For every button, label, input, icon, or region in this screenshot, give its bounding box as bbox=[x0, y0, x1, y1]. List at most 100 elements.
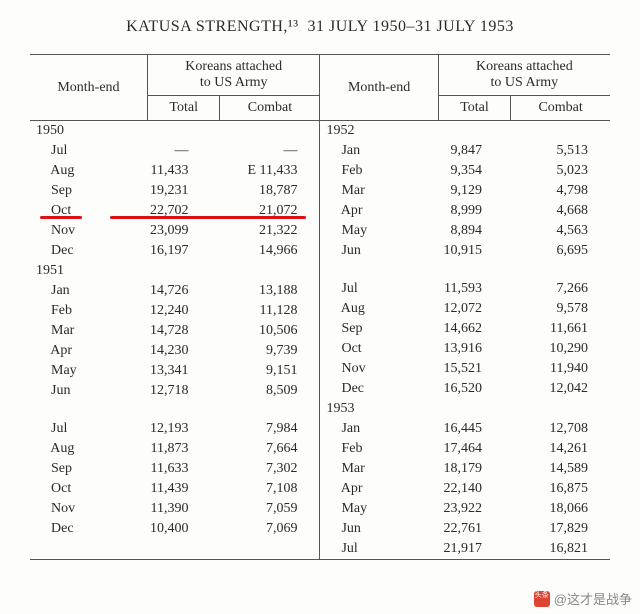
cell-total: 23,099 bbox=[112, 221, 210, 241]
cell-month: Sep bbox=[320, 319, 404, 339]
cell-month: May bbox=[320, 221, 404, 241]
cell-combat: 4,563 bbox=[504, 221, 610, 241]
year-label: 1952 bbox=[320, 121, 610, 141]
left-column-body: 1950 Jul—— Aug11,433E 11,433 Sep19,23118… bbox=[30, 121, 319, 539]
cell-month: Aug bbox=[320, 299, 404, 319]
data-row: Dec16,52012,042 bbox=[320, 379, 610, 399]
data-row: Jan16,44512,708 bbox=[320, 419, 610, 439]
spacer-row bbox=[320, 261, 610, 279]
cell-total: 16,445 bbox=[404, 419, 504, 439]
cell-combat: 21,322 bbox=[210, 221, 319, 241]
cell-total: 22,140 bbox=[404, 479, 504, 499]
cell-month: Jan bbox=[320, 141, 404, 161]
cell-total: 22,761 bbox=[404, 519, 504, 539]
cell-month: Jul bbox=[30, 419, 112, 439]
cell-total: 10,915 bbox=[404, 241, 504, 261]
data-row: Nov15,52111,940 bbox=[320, 359, 610, 379]
cell-month: Sep bbox=[30, 459, 112, 479]
data-row: Feb12,24011,128 bbox=[30, 301, 319, 321]
cell-total: 11,633 bbox=[112, 459, 210, 479]
data-row: Dec10,4007,069 bbox=[30, 519, 319, 539]
cell-month: Mar bbox=[320, 459, 404, 479]
cell-total: 11,873 bbox=[112, 439, 210, 459]
cell-combat: 11,940 bbox=[504, 359, 610, 379]
hdr-month-end-right: Month-end bbox=[320, 55, 438, 121]
cell-total: 17,464 bbox=[404, 439, 504, 459]
cell-month: Aug bbox=[30, 161, 112, 181]
cell-total: 11,390 bbox=[112, 499, 210, 519]
cell-total: 8,894 bbox=[404, 221, 504, 241]
data-row: Mar18,17914,589 bbox=[320, 459, 610, 479]
data-row: Dec16,19714,966 bbox=[30, 241, 319, 261]
cell-month: Dec bbox=[320, 379, 404, 399]
data-row: Mar14,72810,506 bbox=[30, 321, 319, 341]
data-row: May8,8944,563 bbox=[320, 221, 610, 241]
cell-month: Jun bbox=[320, 241, 404, 261]
data-row: Feb9,3545,023 bbox=[320, 161, 610, 181]
data-row: Jun12,7188,509 bbox=[30, 381, 319, 401]
year-row: 1950 bbox=[30, 121, 319, 141]
toutiao-icon bbox=[534, 591, 550, 607]
data-row: Jul—— bbox=[30, 141, 319, 161]
cell-combat: 4,798 bbox=[504, 181, 610, 201]
source-watermark: @这才是战争 bbox=[534, 589, 632, 608]
data-row: Mar9,1294,798 bbox=[320, 181, 610, 201]
cell-combat: 17,829 bbox=[504, 519, 610, 539]
data-row: Apr14,2309,739 bbox=[30, 341, 319, 361]
data-row: Sep19,23118,787 bbox=[30, 181, 319, 201]
data-row: Jan14,72613,188 bbox=[30, 281, 319, 301]
cell-month: Mar bbox=[320, 181, 404, 201]
hdr-group-left: Koreans attached to US Army bbox=[147, 55, 320, 96]
cell-combat: 11,128 bbox=[210, 301, 319, 321]
cell-combat: 7,984 bbox=[210, 419, 319, 439]
cell-month: May bbox=[320, 499, 404, 519]
year-row: 1952 bbox=[320, 121, 610, 141]
cell-month: Feb bbox=[30, 301, 112, 321]
year-label: 1950 bbox=[30, 121, 319, 141]
data-row: Aug11,433E 11,433 bbox=[30, 161, 319, 181]
cell-total: 18,179 bbox=[404, 459, 504, 479]
cell-combat: 12,042 bbox=[504, 379, 610, 399]
document-page: KATUSA STRENGTH,¹³ 31 JULY 1950–31 JULY … bbox=[0, 0, 640, 560]
cell-total: 13,916 bbox=[404, 339, 504, 359]
cell-month: Jul bbox=[30, 141, 112, 161]
cell-month: Jan bbox=[30, 281, 112, 301]
hdr-combat-left: Combat bbox=[220, 96, 320, 121]
data-row: Jul21,91716,821 bbox=[320, 539, 610, 559]
data-row: Jan9,8475,513 bbox=[320, 141, 610, 161]
cell-combat: 7,302 bbox=[210, 459, 319, 479]
cell-combat: 14,966 bbox=[210, 241, 319, 261]
cell-total: 16,520 bbox=[404, 379, 504, 399]
cell-month: Aug bbox=[30, 439, 112, 459]
cell-month: Mar bbox=[30, 321, 112, 341]
hdr-combat-right: Combat bbox=[511, 96, 610, 121]
hdr-total-left: Total bbox=[147, 96, 220, 121]
cell-month: Apr bbox=[30, 341, 112, 361]
cell-total: 16,197 bbox=[112, 241, 210, 261]
spacer-row bbox=[30, 401, 319, 419]
data-row: May13,3419,151 bbox=[30, 361, 319, 381]
data-row: Nov11,3907,059 bbox=[30, 499, 319, 519]
data-row: Jun10,9156,695 bbox=[320, 241, 610, 261]
cell-total: 23,922 bbox=[404, 499, 504, 519]
cell-month: Nov bbox=[30, 499, 112, 519]
data-row: Jul12,1937,984 bbox=[30, 419, 319, 439]
cell-total: 21,917 bbox=[404, 539, 504, 559]
cell-total: 10,400 bbox=[112, 519, 210, 539]
cell-total: 14,230 bbox=[112, 341, 210, 361]
data-row: Sep14,66211,661 bbox=[320, 319, 610, 339]
cell-month: May bbox=[30, 361, 112, 381]
year-label: 1953 bbox=[320, 399, 610, 419]
cell-combat: 12,708 bbox=[504, 419, 610, 439]
cell-combat: 7,108 bbox=[210, 479, 319, 499]
cell-month: Jul bbox=[320, 279, 404, 299]
data-row: Oct11,4397,108 bbox=[30, 479, 319, 499]
red-underline bbox=[110, 216, 306, 219]
data-row: Apr8,9994,668 bbox=[320, 201, 610, 221]
cell-month: Nov bbox=[320, 359, 404, 379]
cell-total: 14,662 bbox=[404, 319, 504, 339]
cell-combat: 4,668 bbox=[504, 201, 610, 221]
cell-combat: — bbox=[210, 141, 319, 161]
cell-combat: 14,589 bbox=[504, 459, 610, 479]
cell-combat: 5,023 bbox=[504, 161, 610, 181]
